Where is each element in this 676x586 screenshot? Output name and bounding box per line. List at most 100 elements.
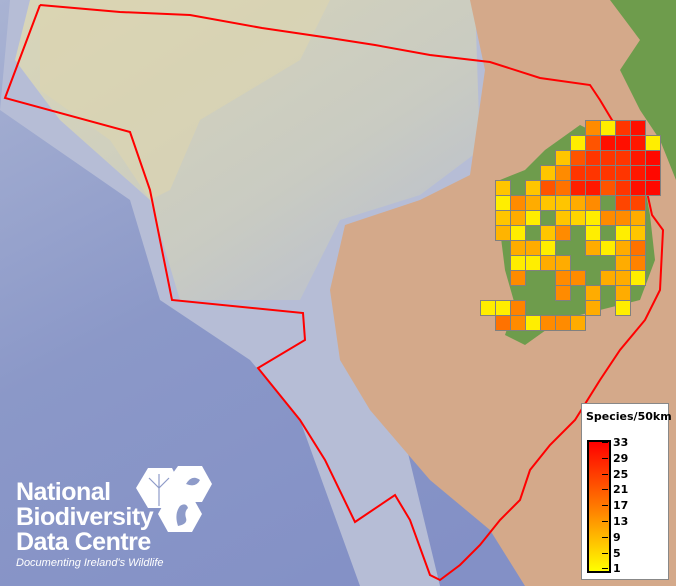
grid-cell[interactable] bbox=[525, 240, 541, 256]
grid-cell[interactable] bbox=[585, 210, 601, 226]
grid-cell[interactable] bbox=[615, 255, 631, 271]
grid-cell[interactable] bbox=[570, 270, 586, 286]
grid-cell[interactable] bbox=[615, 240, 631, 256]
grid-cell[interactable] bbox=[570, 165, 586, 181]
grid-cell[interactable] bbox=[630, 240, 646, 256]
legend-tick-label: 21 bbox=[613, 483, 629, 497]
grid-cell[interactable] bbox=[510, 315, 526, 331]
grid-cell[interactable] bbox=[555, 195, 571, 211]
grid-cell[interactable] bbox=[510, 225, 526, 241]
grid-cell[interactable] bbox=[570, 135, 586, 151]
grid-cell[interactable] bbox=[615, 270, 631, 286]
legend-tick bbox=[602, 521, 608, 522]
grid-cell[interactable] bbox=[540, 315, 556, 331]
grid-cell[interactable] bbox=[585, 225, 601, 241]
grid-cell[interactable] bbox=[525, 210, 541, 226]
grid-cell[interactable] bbox=[540, 225, 556, 241]
grid-cell[interactable] bbox=[495, 300, 511, 316]
grid-cell[interactable] bbox=[615, 300, 631, 316]
grid-cell[interactable] bbox=[555, 255, 571, 271]
grid-cell[interactable] bbox=[585, 240, 601, 256]
grid-cell[interactable] bbox=[615, 120, 631, 136]
grid-cell[interactable] bbox=[570, 195, 586, 211]
grid-cell[interactable] bbox=[510, 255, 526, 271]
grid-cell[interactable] bbox=[495, 195, 511, 211]
grid-cell[interactable] bbox=[615, 165, 631, 181]
grid-cell[interactable] bbox=[585, 195, 601, 211]
grid-cell[interactable] bbox=[555, 180, 571, 196]
grid-cell[interactable] bbox=[555, 150, 571, 166]
grid-cell[interactable] bbox=[600, 135, 616, 151]
grid-cell[interactable] bbox=[585, 300, 601, 316]
grid-cell[interactable] bbox=[630, 150, 646, 166]
grid-cell[interactable] bbox=[555, 225, 571, 241]
grid-cell[interactable] bbox=[495, 315, 511, 331]
grid-cell[interactable] bbox=[645, 150, 661, 166]
grid-cell[interactable] bbox=[615, 210, 631, 226]
grid-cell[interactable] bbox=[585, 120, 601, 136]
legend-tick-label: 33 bbox=[613, 436, 629, 449]
grid-cell[interactable] bbox=[510, 210, 526, 226]
grid-cell[interactable] bbox=[510, 300, 526, 316]
grid-cell[interactable] bbox=[585, 285, 601, 301]
legend-title: Species/50km bbox=[586, 410, 672, 423]
grid-cell[interactable] bbox=[645, 180, 661, 196]
grid-cell[interactable] bbox=[600, 120, 616, 136]
grid-cell[interactable] bbox=[600, 150, 616, 166]
grid-cell[interactable] bbox=[615, 195, 631, 211]
grid-cell[interactable] bbox=[540, 165, 556, 181]
grid-cell[interactable] bbox=[615, 150, 631, 166]
grid-cell[interactable] bbox=[630, 120, 646, 136]
grid-cell[interactable] bbox=[495, 225, 511, 241]
grid-cell[interactable] bbox=[570, 150, 586, 166]
grid-cell[interactable] bbox=[555, 165, 571, 181]
grid-cell[interactable] bbox=[570, 180, 586, 196]
grid-cell[interactable] bbox=[540, 240, 556, 256]
grid-cell[interactable] bbox=[525, 180, 541, 196]
grid-cell[interactable] bbox=[630, 165, 646, 181]
grid-cell[interactable] bbox=[615, 180, 631, 196]
grid-cell[interactable] bbox=[615, 135, 631, 151]
grid-cell[interactable] bbox=[510, 270, 526, 286]
grid-cell[interactable] bbox=[555, 315, 571, 331]
grid-cell[interactable] bbox=[615, 225, 631, 241]
grid-cell[interactable] bbox=[645, 135, 661, 151]
grid-cell[interactable] bbox=[600, 165, 616, 181]
grid-cell[interactable] bbox=[585, 165, 601, 181]
grid-cell[interactable] bbox=[495, 180, 511, 196]
grid-cell[interactable] bbox=[570, 315, 586, 331]
grid-cell[interactable] bbox=[525, 255, 541, 271]
grid-cell[interactable] bbox=[480, 300, 496, 316]
grid-cell[interactable] bbox=[510, 240, 526, 256]
grid-cell[interactable] bbox=[630, 135, 646, 151]
grid-cell[interactable] bbox=[495, 210, 511, 226]
grid-cell[interactable] bbox=[510, 195, 526, 211]
grid-cell[interactable] bbox=[600, 180, 616, 196]
grid-cell[interactable] bbox=[555, 270, 571, 286]
grid-cell[interactable] bbox=[600, 210, 616, 226]
grid-cell[interactable] bbox=[600, 270, 616, 286]
grid-cell[interactable] bbox=[555, 285, 571, 301]
grid-cell[interactable] bbox=[630, 210, 646, 226]
grid-cell[interactable] bbox=[525, 315, 541, 331]
grid-cell[interactable] bbox=[630, 225, 646, 241]
grid-cell[interactable] bbox=[570, 210, 586, 226]
grid-cell[interactable] bbox=[585, 150, 601, 166]
color-scale-bar bbox=[587, 440, 611, 573]
grid-cell[interactable] bbox=[630, 255, 646, 271]
grid-cell[interactable] bbox=[585, 180, 601, 196]
legend-tick bbox=[602, 442, 608, 443]
grid-cell[interactable] bbox=[630, 195, 646, 211]
grid-cell[interactable] bbox=[585, 135, 601, 151]
grid-cell[interactable] bbox=[630, 270, 646, 286]
grid-cell[interactable] bbox=[630, 180, 646, 196]
grid-cell[interactable] bbox=[540, 180, 556, 196]
grid-cell[interactable] bbox=[600, 240, 616, 256]
grid-cell[interactable] bbox=[525, 195, 541, 211]
grid-cell[interactable] bbox=[540, 195, 556, 211]
grid-cell[interactable] bbox=[615, 285, 631, 301]
grid-cell[interactable] bbox=[645, 165, 661, 181]
grid-cell[interactable] bbox=[540, 255, 556, 271]
grid-cell[interactable] bbox=[555, 210, 571, 226]
